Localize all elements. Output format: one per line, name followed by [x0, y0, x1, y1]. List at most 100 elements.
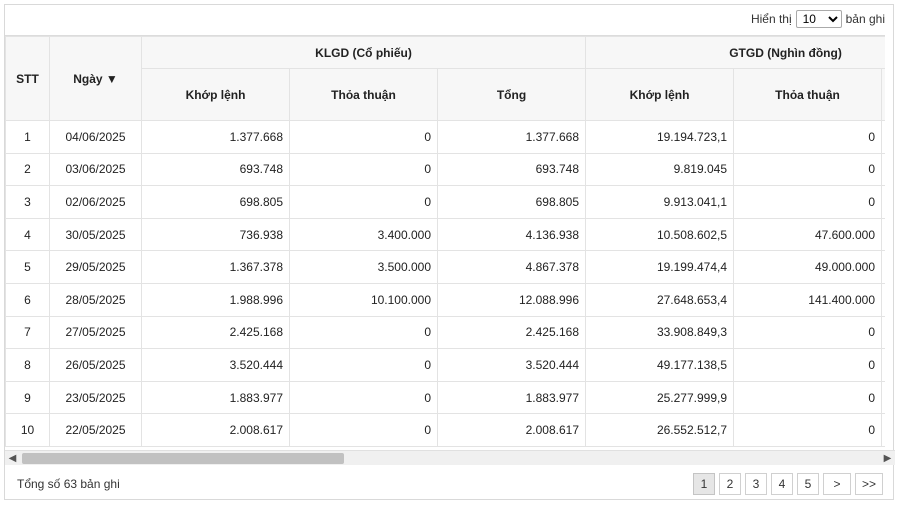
cell-klgd-deal: 0 [289, 152, 438, 187]
table-viewport: STT Ngày ▼ KLGD (Cổ phiếu) GTGD (Nghìn đ… [5, 35, 885, 449]
header-gtgd-deal: Thỏa thuận [733, 68, 883, 121]
cell-klgd-deal: 0 [289, 120, 438, 154]
table-row: 6 28/05/2025 1.988.996 10.100.000 12.088.996… [5, 282, 885, 317]
chevron-right-icon[interactable]: ▶ [883, 453, 892, 464]
cell-date: 26/05/2025 [49, 348, 142, 382]
cell-gtgd-match: 49.177.138,5 [585, 348, 735, 382]
page-button-5[interactable]: 5 [797, 473, 819, 495]
cell-gtgd-match: 25.277.999,9 [585, 380, 735, 415]
cell-klgd-deal: 3.500.000 [289, 250, 438, 284]
cell-date: 28/05/2025 [49, 282, 142, 317]
cell-gtgd-match: 9.913.041,1 [585, 185, 735, 219]
cell-klgd-match: 736.938 [141, 217, 290, 252]
cell-klgd-total: 2.425.168 [436, 315, 587, 350]
cell-gtgd-deal: 0 [733, 380, 883, 415]
cell-hidden [881, 250, 885, 284]
cell-gtgd-deal: 0 [733, 120, 883, 154]
cell-stt: 7 [5, 315, 50, 350]
next-page-button[interactable]: > [823, 473, 851, 495]
cell-klgd-match: 3.520.444 [141, 348, 290, 382]
header-gtgd-hidden [881, 68, 885, 121]
cell-gtgd-match: 10.508.602,5 [585, 217, 735, 252]
table-row: 1 04/06/2025 1.377.668 0 1.377.668 19.194.723… [5, 120, 885, 154]
cell-gtgd-match: 26.552.512,7 [585, 413, 735, 447]
cell-hidden [881, 152, 885, 187]
show-label: Hiển thị [750, 12, 792, 26]
total-records-text: Tổng số 63 bản ghi [17, 477, 120, 491]
cell-klgd-total: 3.520.444 [436, 348, 587, 382]
cell-klgd-total: 2.008.617 [436, 413, 587, 447]
cell-klgd-total: 4.136.938 [436, 217, 587, 252]
cell-gtgd-deal: 0 [733, 315, 883, 350]
cell-date: 02/06/2025 [49, 185, 142, 219]
header-date-sort[interactable]: Ngày ▼ [49, 36, 142, 121]
header-klgd-group: KLGD (Cổ phiếu) [140, 36, 587, 69]
last-page-button[interactable]: >> [855, 473, 883, 495]
cell-klgd-deal: 0 [289, 315, 438, 350]
chevron-left-icon[interactable]: ◀ [8, 453, 17, 464]
cell-klgd-deal: 3.400.000 [289, 217, 438, 252]
cell-klgd-deal: 0 [289, 380, 438, 415]
cell-gtgd-deal: 0 [733, 348, 883, 382]
cell-klgd-deal: 10.100.000 [289, 282, 438, 317]
table-row: 3 02/06/2025 698.805 0 698.805 9.913.041,1 0 [5, 185, 885, 219]
cell-gtgd-match: 19.199.474,4 [585, 250, 735, 284]
scrollbar-thumb[interactable] [22, 453, 344, 464]
cell-gtgd-match: 19.194.723,1 [585, 120, 735, 154]
page-button-4[interactable]: 4 [771, 473, 793, 495]
header-gtgd-match: Khớp lệnh [585, 68, 735, 121]
header-klgd-total: Tổng [436, 68, 587, 121]
cell-hidden [881, 282, 885, 317]
cell-stt: 6 [5, 282, 50, 317]
header-stt: STT [5, 36, 50, 121]
cell-klgd-match: 1.988.996 [141, 282, 290, 317]
page-button-2[interactable]: 2 [719, 473, 741, 495]
table-row: 4 30/05/2025 736.938 3.400.000 4.136.938 10.5… [5, 217, 885, 252]
cell-date: 03/06/2025 [49, 152, 142, 187]
cell-stt: 4 [5, 217, 50, 252]
cell-stt: 3 [5, 185, 50, 219]
cell-date: 30/05/2025 [49, 217, 142, 252]
cell-klgd-match: 1.367.378 [141, 250, 290, 284]
cell-hidden [881, 380, 885, 415]
cell-gtgd-match: 27.648.653,4 [585, 282, 735, 317]
cell-date: 27/05/2025 [49, 315, 142, 350]
cell-hidden [881, 315, 885, 350]
table-row: 2 03/06/2025 693.748 0 693.748 9.819.045 0 [5, 152, 885, 187]
table-body: 1 04/06/2025 1.377.668 0 1.377.668 19.194.723… [5, 120, 885, 447]
cell-klgd-match: 1.883.977 [141, 380, 290, 415]
cell-klgd-deal: 0 [289, 185, 438, 219]
table-row: 10 22/05/2025 2.008.617 0 2.008.617 26.552.51… [5, 413, 885, 447]
cell-klgd-total: 4.867.378 [436, 250, 587, 284]
cell-stt: 5 [5, 250, 50, 284]
cell-gtgd-deal: 0 [733, 185, 883, 219]
cell-klgd-deal: 0 [289, 413, 438, 447]
cell-klgd-total: 1.883.977 [436, 380, 587, 415]
page-button-1[interactable]: 1 [693, 473, 715, 495]
cell-stt: 1 [5, 120, 50, 154]
cell-gtgd-deal: 47.600.000 [733, 217, 883, 252]
page-button-3[interactable]: 3 [745, 473, 767, 495]
cell-date: 29/05/2025 [49, 250, 142, 284]
header-klgd-deal: Thỏa thuận [289, 68, 438, 121]
cell-klgd-match: 2.425.168 [141, 315, 290, 350]
cell-stt: 9 [5, 380, 50, 415]
cell-date: 04/06/2025 [49, 120, 142, 154]
cell-gtgd-match: 33.908.849,3 [585, 315, 735, 350]
horizontal-scrollbar[interactable]: ◀ ▶ [5, 450, 895, 465]
page-size-bar: Hiển thị 10 bản ghi [5, 5, 893, 33]
cell-date: 23/05/2025 [49, 380, 142, 415]
cell-gtgd-match: 9.819.045 [585, 152, 735, 187]
cell-klgd-match: 2.008.617 [141, 413, 290, 447]
data-table-panel: Hiển thị 10 bản ghi STT Ngày ▼ KLGD [4, 4, 895, 500]
cell-hidden [881, 413, 885, 447]
header-gtgd-group: GTGD (Nghìn đồng) [585, 36, 885, 69]
cell-klgd-match: 1.377.668 [141, 120, 290, 154]
cell-hidden [881, 185, 885, 219]
cell-klgd-total: 12.088.996 [436, 282, 587, 317]
table-row: 9 23/05/2025 1.883.977 0 1.883.977 25.277.999… [5, 380, 885, 415]
cell-gtgd-deal: 0 [733, 152, 883, 187]
page-size-select[interactable]: 10 [795, 10, 842, 28]
cell-gtgd-deal: 49.000.000 [733, 250, 883, 284]
pagination: 1 2 3 4 5 > >> [693, 473, 883, 495]
